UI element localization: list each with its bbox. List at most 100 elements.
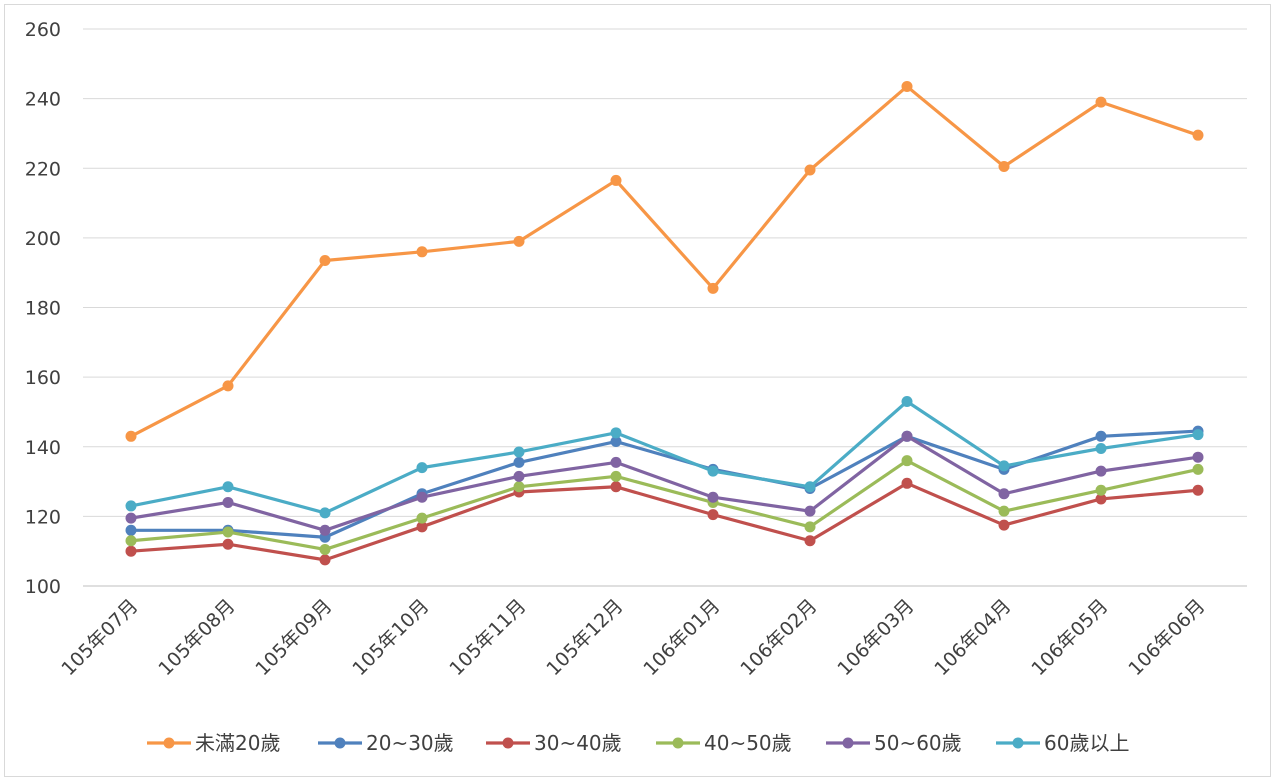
legend-item: 30~40歲: [486, 731, 622, 755]
y-tick-label: 240: [25, 89, 61, 111]
data-point: [416, 521, 428, 533]
data-point: [901, 395, 913, 407]
data-point: [610, 456, 622, 468]
data-point: [319, 507, 331, 519]
data-point: [901, 80, 913, 92]
data-point: [998, 505, 1010, 517]
data-point: [416, 462, 428, 474]
y-tick-label: 100: [25, 576, 61, 598]
data-point: [125, 430, 137, 442]
x-axis-ticks: 105年07月 105年08月 105年09月 105年10月 105年11月 105年1…: [57, 595, 1209, 680]
series-line: [130, 434, 1199, 532]
legend-item: 未滿20歲: [147, 731, 280, 755]
x-tick-label: 105年11月: [445, 595, 530, 680]
data-point: [1192, 429, 1204, 441]
data-point: [707, 282, 719, 294]
series-line: [130, 459, 1199, 552]
data-point: [610, 427, 622, 439]
data-point: [125, 535, 137, 547]
legend-item: 50~60歲: [826, 731, 962, 755]
data-point: [513, 235, 525, 247]
data-point: [416, 246, 428, 258]
legend-label: 50~60歲: [874, 731, 962, 755]
data-point: [804, 481, 816, 493]
y-tick-label: 160: [25, 367, 61, 389]
data-point: [804, 505, 816, 517]
data-point: [222, 526, 234, 538]
data-point: [804, 535, 816, 547]
series-1: [125, 80, 1204, 442]
series-line: [130, 481, 1199, 562]
legend-swatch-marker: [672, 737, 684, 749]
data-point: [125, 500, 137, 512]
data-point: [222, 380, 234, 392]
data-point: [125, 545, 137, 557]
data-point: [1095, 493, 1107, 505]
data-point: [319, 554, 331, 566]
data-point: [513, 456, 525, 468]
x-tick-label: 106年03月: [833, 595, 918, 680]
data-point: [804, 521, 816, 533]
x-tick-label: 105年08月: [154, 595, 239, 680]
legend-item: 60歲以上: [996, 731, 1129, 755]
data-point: [1095, 465, 1107, 477]
data-point: [998, 161, 1010, 173]
x-tick-label: 105年12月: [542, 595, 627, 680]
data-point: [416, 491, 428, 503]
data-point: [319, 543, 331, 555]
x-tick-label: 106年02月: [736, 595, 821, 680]
data-point: [513, 470, 525, 482]
series-line: [130, 399, 1199, 515]
data-point: [1095, 442, 1107, 454]
data-point: [998, 460, 1010, 472]
series-lines: [125, 80, 1204, 566]
legend-swatch-marker: [163, 737, 175, 749]
legend-item: 40~50歲: [656, 731, 792, 755]
data-point: [707, 509, 719, 521]
legend-label: 40~50歲: [704, 731, 792, 755]
y-tick-label: 140: [25, 437, 61, 459]
legend-label: 60歲以上: [1044, 731, 1129, 755]
data-point: [610, 174, 622, 186]
data-point: [998, 519, 1010, 531]
y-axis-ticks: 100 120 140 160 180 200 220 240 260: [25, 19, 61, 598]
chart-frame: 100 120 140 160 180 200 220 240 260 105年07月 105年0…: [4, 4, 1271, 777]
data-point: [707, 491, 719, 503]
data-point: [804, 164, 816, 176]
y-tick-label: 220: [25, 158, 61, 180]
data-point: [1192, 129, 1204, 141]
data-point: [610, 436, 622, 448]
data-point: [1192, 451, 1204, 463]
series-5: [125, 430, 1204, 536]
data-point: [222, 481, 234, 493]
legend-item: 20~30歲: [318, 731, 454, 755]
y-tick-label: 120: [25, 506, 61, 528]
series-4: [125, 455, 1204, 555]
data-point: [513, 481, 525, 493]
data-point: [610, 481, 622, 493]
x-tick-label: 105年10月: [348, 595, 433, 680]
series-line: [130, 84, 1199, 438]
y-tick-label: 260: [25, 19, 61, 41]
legend-label: 30~40歲: [534, 731, 622, 755]
data-point: [125, 512, 137, 524]
data-point: [1192, 463, 1204, 475]
legend-swatch-marker: [842, 737, 854, 749]
x-tick-label: 105年07月: [57, 595, 142, 680]
x-tick-label: 106年06月: [1124, 595, 1209, 680]
data-point: [513, 446, 525, 458]
data-point: [222, 538, 234, 550]
x-tick-label: 105年09月: [251, 595, 336, 680]
y-tick-label: 180: [25, 298, 61, 320]
legend-swatch-marker: [502, 737, 514, 749]
x-tick-label: 106年04月: [930, 595, 1015, 680]
data-point: [416, 512, 428, 524]
data-point: [998, 488, 1010, 500]
data-point: [901, 477, 913, 489]
data-point: [125, 524, 137, 536]
data-point: [319, 524, 331, 536]
data-point: [1095, 484, 1107, 496]
data-point: [1095, 96, 1107, 108]
data-point: [707, 465, 719, 477]
